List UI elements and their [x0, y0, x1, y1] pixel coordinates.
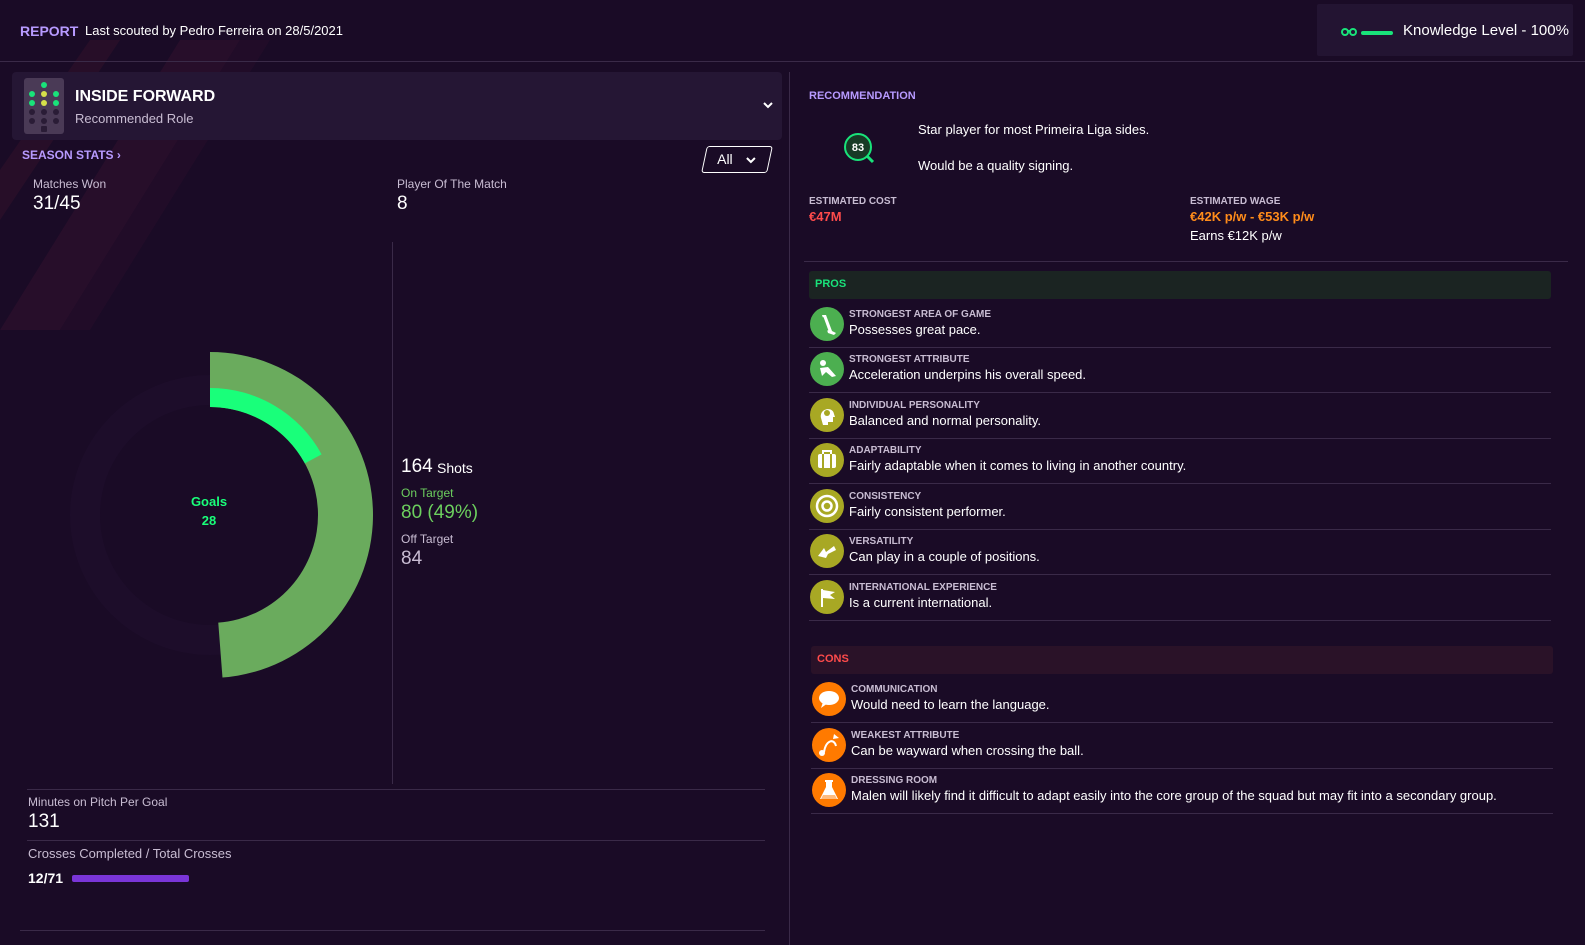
pros-item-title: INTERNATIONAL EXPERIENCE [849, 582, 997, 593]
potm-value: 8 [397, 193, 408, 214]
off-target-label: Off Target [401, 532, 454, 546]
pros-item-title: STRONGEST AREA OF GAME [849, 309, 992, 320]
cons-item-title: COMMUNICATION [851, 684, 938, 695]
pros-item: VERSATILITY Can play in a couple of posi… [809, 530, 1551, 575]
on-target-label: On Target [401, 486, 454, 500]
divider [20, 930, 765, 931]
chart-divider [392, 242, 393, 784]
flask-icon [812, 773, 846, 807]
pros-item: CONSISTENCY Fairly consistent performer. [809, 485, 1551, 530]
knowledge-level-panel: Knowledge Level - 100% [1317, 4, 1573, 56]
cons-item: WEAKEST ATTRIBUTE Can be wayward when cr… [811, 724, 1553, 769]
shots-total-value: 164 [401, 456, 433, 477]
cons-item-desc: Would need to learn the language. [851, 697, 1050, 712]
estimated-cost-value: €47M [809, 209, 842, 224]
pros-item-desc: Fairly consistent performer. [849, 504, 1006, 519]
recommendation-line-2: Would be a quality signing. [918, 158, 1074, 173]
role-title: INSIDE FORWARD [75, 88, 216, 105]
rating-badge: 83 [844, 133, 875, 164]
speech-icon [812, 682, 846, 716]
divider [27, 840, 765, 841]
top-bar: REPORT Last scouted by Pedro Ferreira on… [0, 0, 1585, 62]
pros-item-title: CONSISTENCY [849, 491, 922, 502]
pros-item-title: INDIVIDUAL PERSONALITY [849, 400, 980, 411]
stats-filter-value: All [717, 151, 733, 167]
role-subtitle: Recommended Role [75, 111, 194, 126]
cons-item: DRESSING ROOM Malen will likely find it … [811, 769, 1553, 814]
shots-unit: Shots [437, 460, 473, 476]
chevron-down-icon [746, 157, 756, 164]
arrows-icon [810, 534, 844, 568]
on-target-value: 80 (49%) [401, 502, 479, 523]
pros-item: INDIVIDUAL PERSONALITY Balanced and norm… [809, 394, 1551, 439]
boot-icon [810, 307, 844, 341]
pros-item-desc: Balanced and normal personality. [849, 413, 1041, 428]
cons-item-desc: Malen will likely find it difficult to a… [851, 788, 1497, 803]
pros-item: STRONGEST AREA OF GAME Possesses great p… [809, 303, 1551, 348]
recommendation-title: RECOMMENDATION [809, 90, 916, 102]
estimated-wage-label: ESTIMATED WAGE [1190, 196, 1281, 207]
pros-item-desc: Fairly adaptable when it comes to living… [849, 458, 1187, 473]
knowledge-level-text: Knowledge Level - 100% [1403, 22, 1569, 39]
formation-pitch-icon [24, 78, 64, 134]
cons-header: CONS [811, 646, 1553, 674]
cons-item-title: DRESSING ROOM [851, 775, 938, 786]
cons-item: COMMUNICATION Would need to learn the la… [811, 678, 1553, 723]
head-icon [810, 398, 844, 432]
panel-divider [789, 72, 790, 945]
off-target-value: 84 [401, 548, 423, 569]
cons-item-title: WEAKEST ATTRIBUTE [851, 730, 960, 741]
suitcase-icon [810, 443, 844, 477]
report-tab[interactable]: REPORT [20, 23, 79, 39]
cons-item-desc: Can be wayward when crossing the ball. [851, 743, 1084, 758]
pros-item-desc: Can play in a couple of positions. [849, 549, 1040, 564]
binoculars-icon [1341, 28, 1357, 36]
goals-arc [210, 388, 322, 464]
pros-item-desc: Possesses great pace. [849, 322, 981, 337]
estimated-cost-label: ESTIMATED COST [809, 196, 897, 207]
flag-icon [810, 580, 844, 614]
pros-item-title: STRONGEST ATTRIBUTE [849, 354, 970, 365]
matches-won-value: 31/45 [33, 193, 81, 214]
estimated-wage-value: €42K p/w - €53K p/w [1190, 209, 1315, 224]
stats-filter-select[interactable]: All [701, 146, 773, 173]
pros-item-desc: Is a current international. [849, 595, 993, 610]
crosses-label: Crosses Completed / Total Crosses [28, 846, 232, 861]
pros-title: PROS [815, 278, 847, 290]
divider [27, 789, 765, 790]
pros-item: ADAPTABILITY Fairly adaptable when it co… [809, 439, 1551, 484]
pros-item-title: ADAPTABILITY [849, 445, 922, 456]
crosses-progress-bar [72, 875, 189, 882]
divider [804, 261, 1568, 262]
knowledge-bar [1361, 31, 1393, 35]
current-earnings: Earns €12K p/w [1190, 228, 1282, 243]
crosses-value: 12/71 [28, 870, 64, 886]
rating-value: 83 [852, 142, 864, 154]
cross-ball-icon [812, 728, 846, 762]
target-icon [810, 489, 844, 523]
scouted-info: Last scouted by Pedro Ferreira on 28/5/2… [85, 23, 343, 38]
minutes-per-goal-label: Minutes on Pitch Per Goal [28, 795, 168, 809]
recommendation-line-1: Star player for most Primeira Liga sides… [918, 122, 1150, 137]
pros-item-desc: Acceleration underpins his overall speed… [849, 367, 1087, 382]
goals-label: Goals [191, 494, 227, 509]
pros-item-title: VERSATILITY [849, 536, 914, 547]
pros-header: PROS [809, 271, 1551, 299]
goals-value: 28 [202, 513, 216, 528]
matches-won-label: Matches Won [33, 177, 107, 191]
season-stats-link[interactable]: SEASON STATS › [22, 148, 121, 162]
chevron-down-icon[interactable] [762, 100, 774, 110]
running-icon [810, 352, 844, 386]
recommended-role-card[interactable]: INSIDE FORWARD Recommended Role [12, 72, 782, 140]
donut-inner [100, 405, 320, 625]
pros-item: INTERNATIONAL EXPERIENCE Is a current in… [809, 576, 1551, 621]
pros-item: STRONGEST ATTRIBUTE Acceleration underpi… [809, 348, 1551, 393]
shots-donut-chart: Goals 28 [70, 352, 374, 678]
cons-title: CONS [817, 653, 849, 665]
potm-label: Player Of The Match [397, 177, 507, 191]
on-target-arc [210, 352, 374, 678]
minutes-per-goal-value: 131 [28, 811, 60, 832]
